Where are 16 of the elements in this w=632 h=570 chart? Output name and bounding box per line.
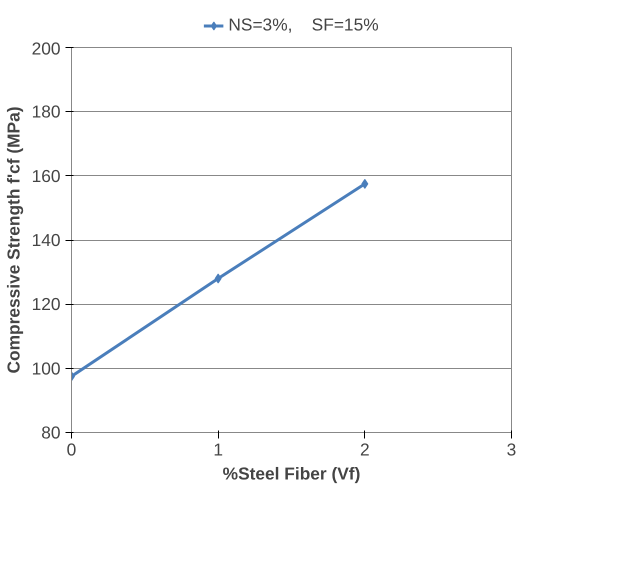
y-tick-label: 160 [32, 166, 61, 186]
x-tick-label: 1 [213, 440, 223, 460]
point [214, 274, 222, 284]
y-tick-label: 200 [32, 38, 61, 58]
y-tick-label: 180 [32, 102, 61, 122]
x-axis-title: %Steel Fiber (Vf) [222, 464, 360, 484]
legend-label: NS=3%, SF=15% [228, 14, 379, 36]
y-tick-label: 80 [41, 422, 61, 442]
x-tick-label: 3 [506, 440, 516, 460]
point [361, 178, 368, 189]
x-tick-label: 2 [360, 440, 370, 460]
y-tick-label: 100 [32, 358, 61, 378]
y-axis-title: Compressive Strength f'cf (MPa) [4, 106, 24, 374]
x-tick-label: 0 [66, 440, 76, 460]
y-tick-label: 140 [32, 230, 61, 250]
y-tick-label: 120 [32, 294, 61, 314]
